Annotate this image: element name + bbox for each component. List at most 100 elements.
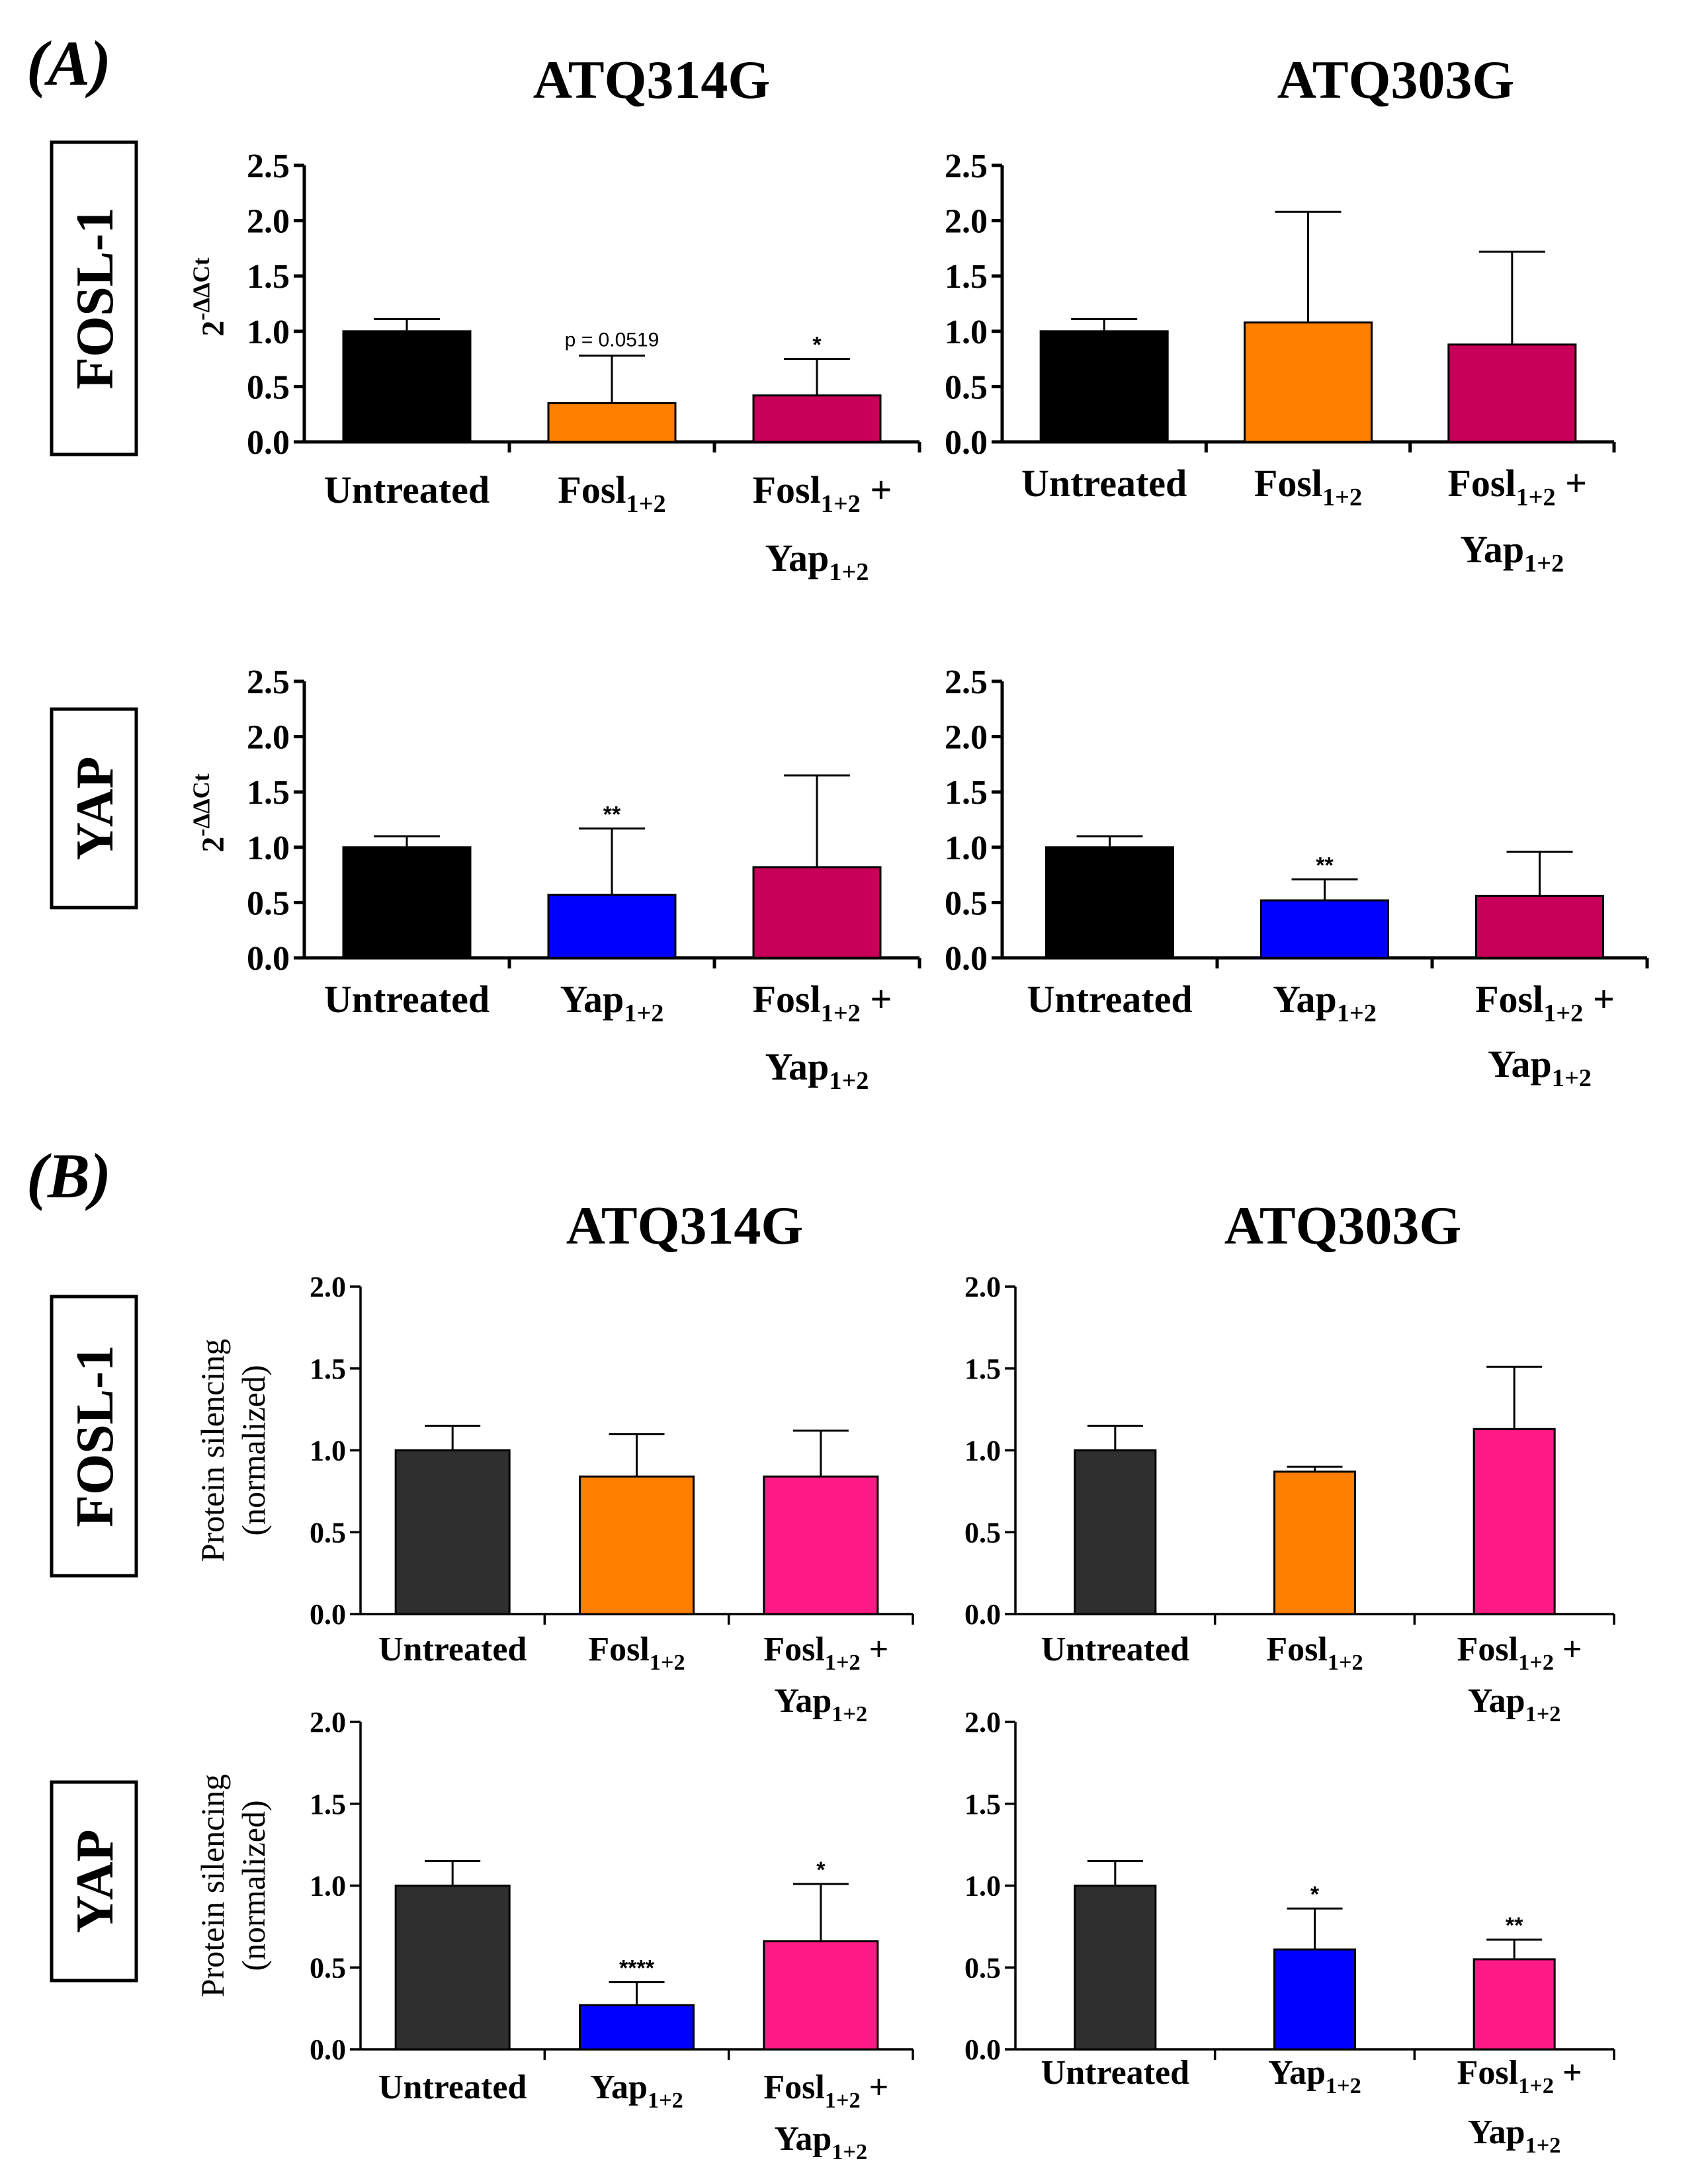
y-tick-label: 2.0: [310, 1271, 346, 1303]
svg-text:YAP: YAP: [66, 1829, 124, 1933]
significance-label: **: [1506, 1913, 1523, 1938]
y-tick-label: 2.0: [247, 203, 290, 241]
category-label: Fosl1+2​: [588, 1631, 685, 1675]
category-label: Fosl1+2​: [558, 468, 665, 518]
y-tick-label: 2.0: [310, 1706, 346, 1738]
chart-b-yap-atq303g: 0.0 0.5 1.0 1.5 2.0 Untreated * Yap1+2​ ** Fosl1+…: [964, 1706, 1615, 2158]
y-tick-label: 1.5: [964, 1353, 1001, 1385]
bar-3: [1473, 1958, 1556, 2051]
y-tick-label: 1.5: [310, 1353, 346, 1385]
bar-3: [1473, 1428, 1556, 1615]
row-label-b-yap: YAP: [50, 1780, 138, 1983]
y-tick-label: 0.0: [945, 424, 988, 462]
category-label: Fosl1+2​ +: [753, 468, 892, 518]
y-tick-label: 1.0: [247, 830, 290, 867]
bar-2: [547, 894, 677, 959]
chart-b-fosl1-atq314g: 0.0 0.5 1.0 1.5 2.0 Untreated Fosl1+2​ Fosl1+2​…: [194, 1271, 914, 1727]
y-tick-label: 0.0: [945, 940, 988, 978]
y-tick-label: 2.0: [945, 719, 988, 757]
y-tick-label: 1.0: [945, 314, 988, 351]
category-label: Untreated: [1041, 2054, 1189, 2092]
y-axis-label: Protein silencing: [194, 1339, 231, 1562]
y-tick-label: 0.5: [945, 884, 988, 922]
svg-text:FOSL-1: FOSL-1: [66, 1345, 124, 1527]
bar-1: [342, 330, 472, 443]
category-label-line2: Yap1+2​: [775, 1682, 868, 1727]
y-tick-label: 2.0: [945, 203, 988, 241]
significance-label: *: [816, 1858, 826, 1883]
y-tick-label: 1.0: [945, 830, 988, 867]
panel-label-b: (B): [26, 1140, 111, 1211]
y-tick-label: 0.0: [310, 2033, 346, 2066]
bar-2: [547, 402, 677, 443]
chart-a-yap-atq314g: 0.0 0.5 1.0 1.5 2.0 2.5 Untreated ** Yap1+2​ Fosl…: [188, 663, 921, 1095]
category-label: Untreated: [324, 978, 490, 1021]
category-label-line2: Yap1+2​: [1468, 2114, 1561, 2158]
category-label: Fosl1+2​ +: [1475, 978, 1615, 1027]
category-label: Untreated: [378, 1631, 527, 1668]
category-label: Untreated: [1041, 1631, 1189, 1668]
category-label-line2: Yap1+2​: [765, 536, 869, 586]
chart-a-fosl1-atq303g: 0.0 0.5 1.0 1.5 2.0 2.5 Untreated Fosl1+2​ Fosl1…: [945, 148, 1616, 577]
y-tick-label: 1.0: [247, 314, 290, 351]
y-tick-label: 0.0: [310, 1598, 346, 1631]
category-label-line2: Yap1+2​: [1488, 1043, 1592, 1092]
category-label: Fosl1+2​ +: [753, 978, 892, 1027]
svg-text:YAP: YAP: [66, 756, 124, 860]
bar-2: [579, 1475, 695, 1615]
column-title-a-atq303g: ATQ303G: [1277, 50, 1514, 110]
bar-3: [752, 394, 882, 443]
y-tick-label: 2.5: [247, 148, 290, 185]
y-tick-label: 1.0: [310, 1870, 346, 1902]
y-tick-label: 1.5: [247, 774, 290, 812]
y-tick-label: 1.5: [964, 1788, 1001, 1820]
category-label: Untreated: [1027, 978, 1192, 1021]
category-label: Yap1+2​: [590, 2069, 683, 2113]
y-tick-label: 1.0: [964, 1435, 1001, 1467]
y-tick-label: 2.5: [247, 663, 290, 701]
significance-label: p = 0.0519: [565, 329, 660, 351]
bar-1: [342, 846, 472, 959]
category-label: Fosl1+2​ +: [763, 2069, 888, 2113]
panel-label-a: (A): [26, 28, 111, 99]
bar-1: [1074, 1449, 1157, 1615]
y-tick-label: 1.5: [310, 1788, 346, 1820]
category-label-line2: Yap1+2​: [1460, 528, 1564, 577]
category-label: Fosl1+2​ +: [1457, 2054, 1582, 2098]
y-tick-label: 0.5: [964, 1516, 1001, 1549]
bar-3: [752, 866, 882, 959]
chart-a-fosl1-atq314g: 0.0 0.5 1.0 1.5 2.0 2.5 Untreated p = 0.0519 Fos…: [188, 148, 921, 586]
y-axis-label: Protein silencing: [194, 1774, 231, 1997]
y-tick-label: 0.5: [247, 368, 290, 406]
y-tick-label: 0.0: [964, 2033, 1001, 2066]
category-label: Untreated: [324, 468, 490, 511]
y-tick-label: 1.0: [310, 1435, 346, 1467]
chart-b-fosl1-atq303g: 0.0 0.5 1.0 1.5 2.0 Untreated Fosl1+2​ Fosl1+2​…: [964, 1271, 1615, 1727]
y-axis-label: 2-ΔΔCt: [188, 773, 231, 852]
y-tick-label: 0.5: [945, 368, 988, 406]
y-tick-label: 0.5: [964, 1951, 1001, 1984]
y-tick-label: 0.5: [310, 1951, 346, 1984]
significance-label: **: [1316, 853, 1334, 878]
significance-label: *: [1310, 1882, 1320, 1907]
row-label-b-fosl1: FOSL-1: [50, 1295, 138, 1578]
y-tick-label: 0.0: [247, 424, 290, 462]
bar-3: [763, 1475, 879, 1615]
chart-b-yap-atq314g: 0.0 0.5 1.0 1.5 2.0 Untreated **** Yap1+2​ * Fosl…: [194, 1706, 914, 2164]
y-axis-label: 2-ΔΔCt: [188, 257, 231, 336]
y-tick-label: 2.0: [964, 1271, 1001, 1303]
category-label: Untreated: [378, 2069, 527, 2106]
charts: 0.0 0.5 1.0 1.5 2.0 2.5 Untreated p = 0.0519 Fos…: [188, 148, 1649, 2164]
chart-a-yap-atq303g: 0.0 0.5 1.0 1.5 2.0 2.5 Untreated ** Yap1+2​ Fosl…: [945, 663, 1649, 1092]
significance-label: **: [603, 802, 621, 827]
bar-3: [1447, 343, 1577, 443]
category-label: Fosl1+2​: [1254, 462, 1362, 511]
y-tick-label: 2.5: [945, 663, 988, 701]
y-tick-label: 1.5: [945, 774, 988, 812]
y-tick-label: 2.5: [945, 148, 988, 185]
column-title-b-atq303g: ATQ303G: [1224, 1195, 1461, 1256]
category-label: Fosl1+2​: [1266, 1631, 1363, 1675]
bar-1: [394, 1885, 511, 2051]
significance-label: ****: [619, 1956, 655, 1981]
